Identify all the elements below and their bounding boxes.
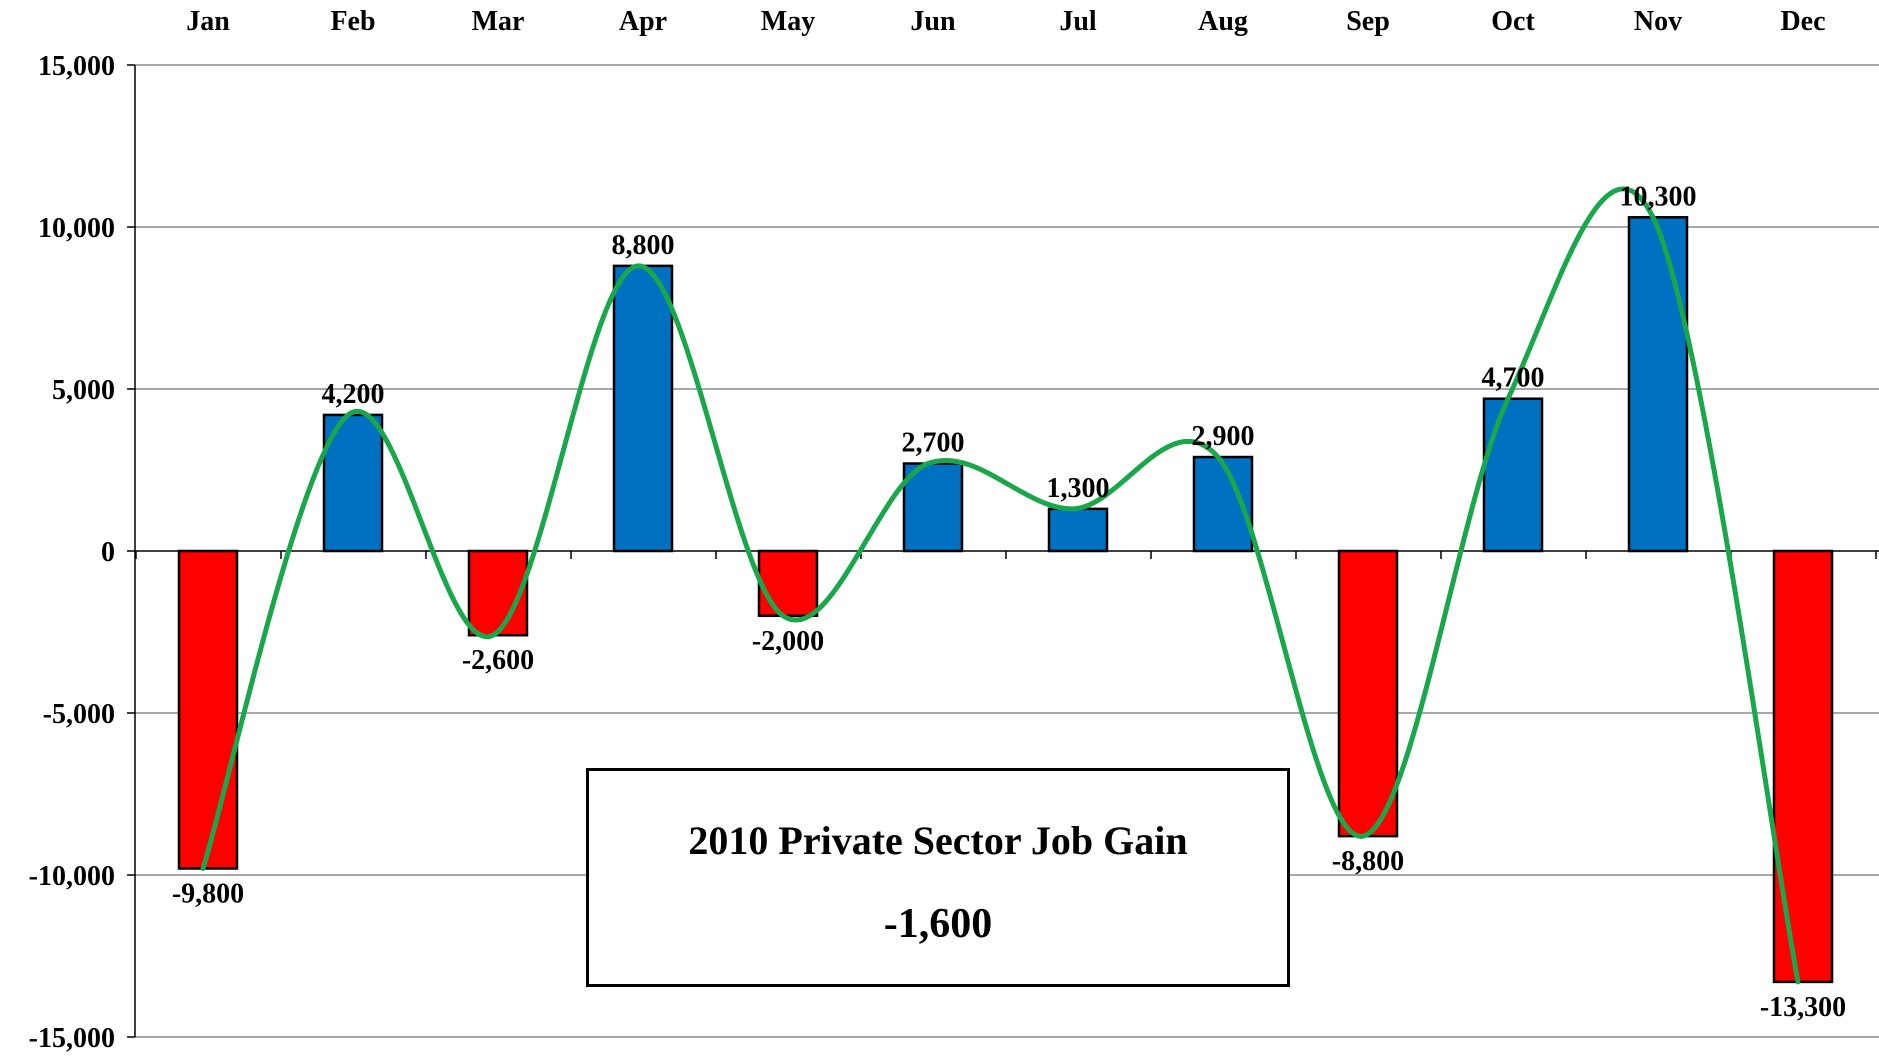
data-label: 2,900 (1192, 421, 1255, 452)
bar (1627, 216, 1689, 553)
y-tick-label: -15,000 (29, 1023, 115, 1054)
x-category-label: Feb (330, 6, 375, 37)
y-tick-label: -5,000 (43, 699, 115, 730)
y-tick-label: 5,000 (52, 375, 115, 406)
y-tick-label: 15,000 (38, 51, 115, 82)
data-label: -9,800 (172, 879, 244, 910)
data-label: -2,600 (462, 645, 534, 676)
bar (757, 549, 819, 618)
y-tick-label: 0 (101, 537, 115, 568)
bars (177, 216, 1834, 984)
x-category-label: Mar (472, 6, 525, 37)
bar (1047, 507, 1109, 553)
labels: 15,000 10,000 5,000 0 -5,000 -10,000 -15,000 Ja… (29, 6, 1846, 1054)
trendline (200, 186, 1801, 985)
x-category-label: Nov (1634, 6, 1682, 37)
x-category-label: Jun (910, 6, 956, 37)
data-label: 2,700 (902, 428, 965, 459)
data-label: -8,800 (1332, 846, 1404, 877)
data-label: -2,000 (752, 626, 824, 657)
x-category-label: Dec (1780, 6, 1825, 37)
bar (177, 549, 239, 870)
data-label: 8,800 (612, 230, 675, 261)
x-category-label: Oct (1491, 6, 1535, 37)
summary-title: 2010 Private Sector Job Gain (688, 818, 1188, 863)
x-category-label: Jul (1059, 6, 1097, 37)
data-label: 4,700 (1482, 363, 1545, 394)
bar (1337, 549, 1399, 838)
trendline-layer (200, 186, 1801, 985)
y-tick-label: 10,000 (38, 213, 115, 244)
summary-value: -1,600 (883, 901, 993, 947)
x-category-label: Sep (1346, 6, 1390, 37)
x-category-label: Aug (1198, 6, 1248, 37)
x-category-label: May (761, 6, 815, 37)
data-label: 4,200 (322, 379, 385, 410)
bar (1482, 397, 1544, 553)
data-label: 1,300 (1047, 473, 1110, 504)
y-tick-label: -10,000 (29, 861, 115, 892)
data-label: 10,300 (1620, 181, 1697, 212)
x-category-label: Apr (619, 6, 667, 37)
summary-annotation-box: 2010 Private Sector Job Gain -1,600 (586, 768, 1290, 987)
axes (127, 64, 1879, 1038)
bar (612, 264, 674, 553)
bar (1772, 549, 1834, 984)
data-label: -13,300 (1760, 992, 1846, 1023)
x-category-label: Jan (186, 6, 230, 37)
